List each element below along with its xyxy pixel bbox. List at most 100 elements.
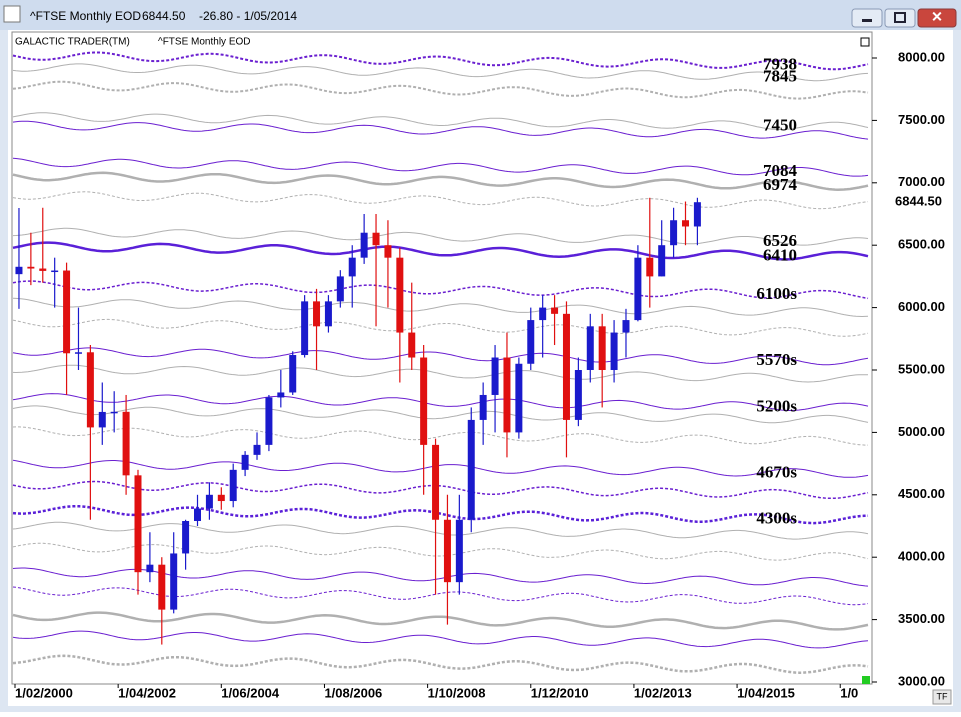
level-annotation: 5200s [756,396,797,415]
candle-body [681,220,689,227]
close-button[interactable] [917,8,957,28]
y-tick-label: 4500.00 [898,486,945,501]
level-line [12,120,869,140]
level-annotation: 6526 [763,231,797,250]
candle-body [324,301,332,327]
candle-body [134,475,142,573]
candle-body [170,553,178,610]
app-icon [3,5,21,23]
plot-frame [11,31,873,685]
brand: GALACTIC TRADER(TM) [15,37,130,48]
candle-body [277,392,285,398]
level-annotation: 7938 [763,55,797,74]
candle-body [301,301,309,356]
level-line [12,542,869,561]
window-buttons: ✕ [851,8,957,28]
plot: 3000.00 3500.00 4000.00 4500.00 5000.00 5500.… [12,49,945,700]
candle-body [63,270,71,354]
level-line [12,157,869,177]
x-tick-label: 1/02/2000 [15,685,73,700]
candle-body [610,332,618,370]
candle-body [467,419,475,520]
candle-body [658,245,666,277]
level-line [12,171,869,191]
level-line [12,567,869,587]
candle-body [241,454,249,470]
level-line [12,426,868,446]
window-title: ^FTSE Monthly EOD [30,9,141,23]
candle-body [574,370,582,420]
candle-body [539,307,547,321]
candle-body [515,363,523,433]
level-line [12,191,869,210]
candle-body [503,357,511,433]
tf-button[interactable] [932,689,952,705]
candle-body [39,268,47,271]
candle-body [372,232,380,246]
candle-body [98,411,106,428]
y-tick-label: 6000.00 [898,299,945,314]
level-annotation: 6974 [763,175,798,194]
level-line [12,227,869,246]
level-annotation: 7084 [763,161,798,180]
window-change: -26.80 - 1/05/2014 [199,9,297,23]
y-tick-label: 8000.00 [898,49,945,64]
candle-body [646,257,654,277]
candle-body [289,355,297,393]
level-annotation: 4670s [756,462,797,481]
level-line [12,405,869,424]
y-tick-label: 5000.00 [898,424,945,439]
level-line [12,241,869,261]
maximize-button[interactable] [884,8,916,28]
last-price-label: 6844.50 [895,194,942,209]
candle-body [194,508,202,522]
level-line [12,347,869,366]
minimize-button[interactable] [851,8,883,28]
x-tick-label: 1/08/2006 [324,685,382,700]
candle-body [229,469,237,502]
x-tick-label: 1/0 [840,685,858,700]
candle-body [432,444,440,520]
y-tick-label: 5500.00 [898,361,945,376]
close-icon: ✕ [931,9,943,25]
level-annotation: 7450 [763,116,797,135]
level-line [12,654,869,674]
level-line [12,393,869,412]
candle-body [182,521,190,554]
candle-body [110,411,118,414]
x-tick-label: 1/04/2015 [737,685,795,700]
candle-body [313,301,321,327]
level-line [12,480,869,500]
level-line [12,80,869,100]
candle-body [158,564,166,610]
minimize-icon [862,19,872,22]
window-price: 6844.50 [142,9,186,23]
candle-body [562,313,570,420]
candle-body [634,257,642,321]
level-line [12,280,869,300]
level-line [12,521,869,540]
level-line [12,318,869,337]
candle-body [479,394,487,420]
level-line [12,611,869,631]
level-annotation: 6410 [763,245,797,264]
candle-body [408,332,416,358]
y-tick-label: 3500.00 [898,611,945,626]
candle-body [27,266,35,269]
x-tick-label: 1/06/2004 [221,685,280,700]
level-line [12,63,869,82]
x-tick-label: 1/12/2010 [531,685,589,700]
candle-body [491,357,499,395]
candle-body [598,326,606,370]
title-bar [0,0,961,30]
candle-body [74,352,82,354]
candle-body [15,266,23,275]
candle-body [265,397,273,445]
level-line [12,504,869,525]
candle-body [396,257,404,333]
level-line [12,51,869,71]
candle-body [360,232,368,258]
x-tick-label: 1/04/2002 [118,685,176,700]
x-tick-label: 1/02/2013 [634,685,692,700]
